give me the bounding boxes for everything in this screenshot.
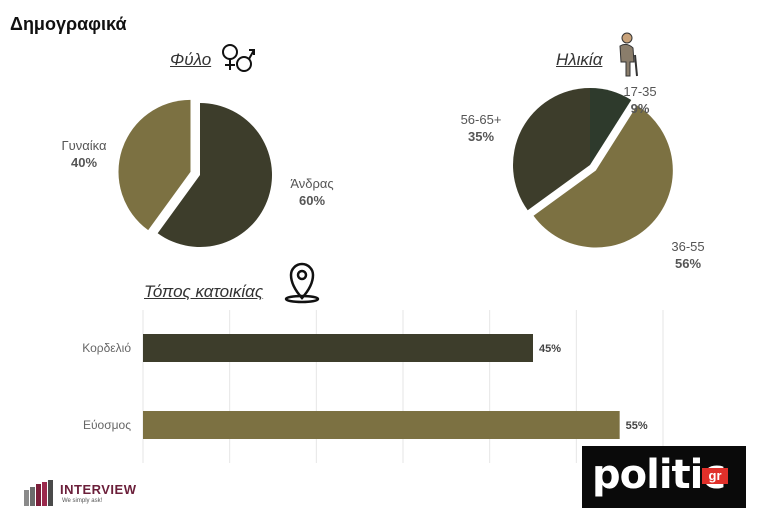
- pie-slice-Άνδρας: [157, 103, 272, 248]
- age-section-title: Ηλικία: [556, 50, 603, 69]
- slice-value-text: 9%: [630, 101, 650, 116]
- slice-label-text: 36-55: [671, 239, 705, 254]
- slice-label-text: Γυναίκα: [61, 138, 107, 153]
- slice-value-text: 35%: [467, 129, 495, 144]
- slice-label-text: 17-35: [623, 84, 657, 99]
- pie-slice-17-35: [590, 88, 632, 165]
- pie-slice-56-65+: [513, 88, 590, 211]
- interview-logo-tagline: We simply ask!: [62, 498, 103, 504]
- pie-slice-36-55: [533, 105, 673, 248]
- interview-logo: INTERVIEW We simply ask!: [24, 480, 154, 510]
- politic-logo: politic gr: [582, 446, 746, 508]
- bar-category-label: Εύοσμος: [83, 418, 131, 432]
- pie-label-17-35: 17-35 9%: [610, 83, 670, 117]
- elderly-person-icon: [619, 32, 638, 77]
- bar-Κορδελιό: [143, 334, 533, 362]
- pie-label-56-65: 56-65+ 35%: [448, 111, 514, 145]
- slice-value-text: 56%: [674, 256, 702, 271]
- politic-logo-gr: gr: [702, 468, 728, 484]
- slice-label-text: 56-65+: [460, 112, 502, 127]
- pie-label-andras: Άνδρας 60%: [280, 175, 344, 209]
- pie-slice-Γυναίκα: [118, 99, 191, 231]
- pie-label-36-55: 36-55 56%: [660, 238, 716, 272]
- interview-logo-name: INTERVIEW: [60, 482, 137, 497]
- gender-symbols-icon: [222, 44, 255, 72]
- residence-section-title: Τόπος κατοικίας: [144, 282, 264, 301]
- slice-value-text: 40%: [70, 155, 98, 170]
- bar-Εύοσμος: [143, 411, 620, 439]
- pie-label-gynaika: Γυναίκα 40%: [52, 137, 116, 171]
- bar-value-label: 55%: [626, 420, 648, 432]
- bar-value-label: 45%: [539, 343, 561, 355]
- map-pin-icon: [284, 262, 320, 304]
- gender-section-title: Φύλο: [170, 50, 212, 69]
- slice-value-text: 60%: [298, 193, 326, 208]
- slice-label-text: Άνδρας: [290, 176, 334, 191]
- page-title: Δημογραφικά: [10, 14, 127, 34]
- bar-category-label: Κορδελιό: [82, 341, 131, 355]
